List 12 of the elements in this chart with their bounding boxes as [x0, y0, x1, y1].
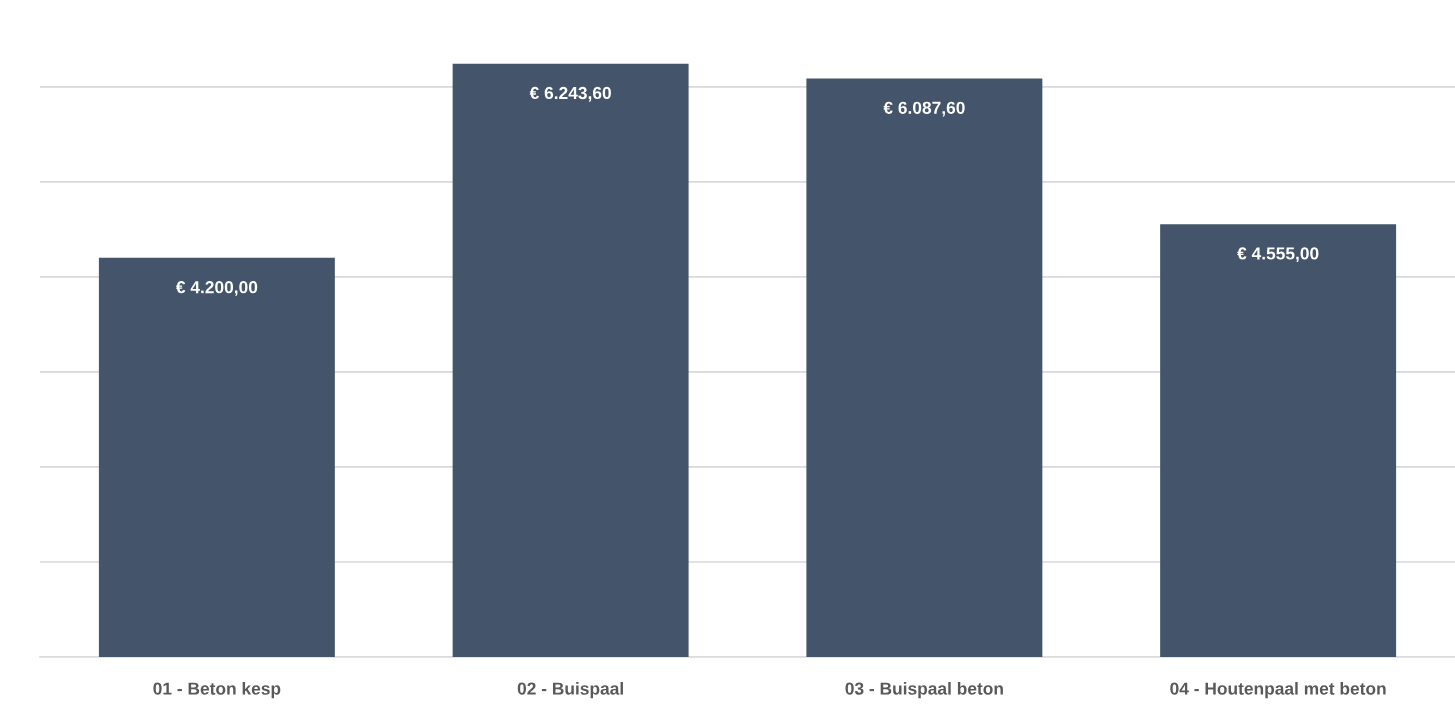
data-label: € 6.243,60	[529, 86, 611, 102]
x-tick-label: 03 - Buispaal beton	[845, 682, 1003, 699]
x-tick-label: 02 - Buispaal	[517, 682, 623, 699]
data-label: € 4.555,00	[1237, 247, 1319, 263]
bar	[806, 78, 1043, 657]
data-label: € 4.200,00	[175, 281, 258, 296]
bar	[1160, 224, 1397, 657]
data-label: € 6.087,60	[883, 101, 965, 117]
x-tick-label: 01 - Beton kesp	[153, 682, 281, 699]
bar	[452, 63, 689, 657]
bar	[98, 257, 335, 657]
x-tick-label: 04 - Houtenpaal met beton	[1170, 682, 1386, 699]
